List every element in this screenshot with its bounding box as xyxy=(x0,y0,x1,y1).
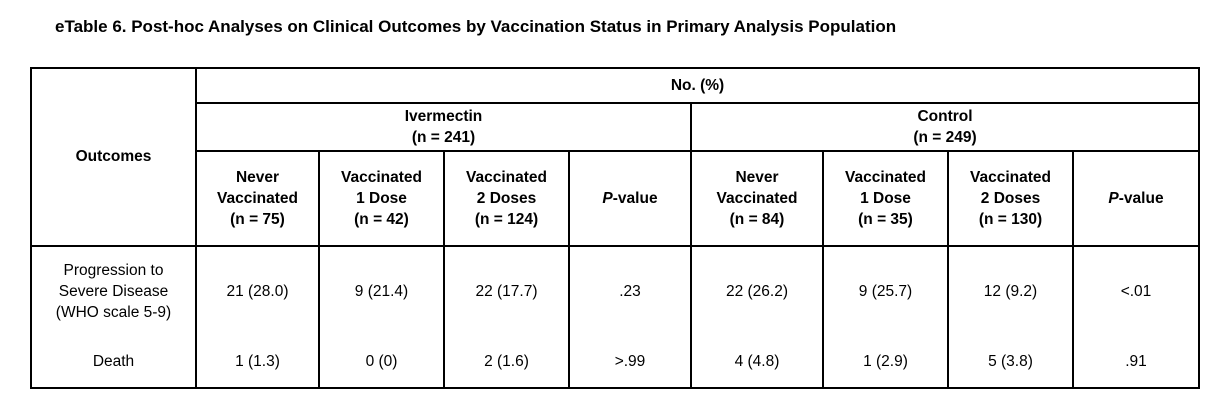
column-header-ctrl-vaccinated-2-doses: Vaccinated 2 Doses (n = 130) xyxy=(947,150,1074,247)
p-value-italic-p: P xyxy=(1108,189,1119,207)
p-value-italic-p: P xyxy=(602,189,613,207)
value-cell: 4 (4.8) xyxy=(690,336,824,389)
column-header-ctrl-p-value: P-value xyxy=(1071,150,1201,247)
column-header-outcomes: Outcomes xyxy=(30,67,197,247)
column-header-iv-never-vaccinated: Never Vaccinated (n = 75) xyxy=(195,150,320,247)
column-header-ctrl-vaccinated-1-dose: Vaccinated 1 Dose (n = 35) xyxy=(822,150,949,247)
group-header-control: Control (n = 249) xyxy=(689,102,1201,152)
value-cell: .91 xyxy=(1071,336,1201,389)
value-cell: >.99 xyxy=(568,336,692,389)
value-cell: 1 (2.9) xyxy=(822,336,949,389)
page-title: eTable 6. Post-hoc Analyses on Clinical … xyxy=(55,17,897,36)
value-cell: 22 (17.7) xyxy=(443,245,570,336)
value-cell: 1 (1.3) xyxy=(195,336,320,389)
value-cell: 2 (1.6) xyxy=(443,336,570,389)
header-no-pct: No. (%) xyxy=(194,67,1201,104)
value-cell: 5 (3.8) xyxy=(947,336,1074,389)
column-header-iv-vaccinated-1-dose: Vaccinated 1 Dose (n = 42) xyxy=(318,150,445,247)
column-header-iv-vaccinated-2-doses: Vaccinated 2 Doses (n = 124) xyxy=(443,150,570,247)
outcome-cell: Progression to Severe Disease (WHO scale… xyxy=(30,245,197,336)
value-cell: <.01 xyxy=(1071,245,1201,336)
value-cell: 22 (26.2) xyxy=(690,245,824,336)
value-cell: 12 (9.2) xyxy=(947,245,1074,336)
value-cell: 9 (25.7) xyxy=(822,245,949,336)
header-row-top: Outcomes No. (%) xyxy=(30,67,1201,247)
table-row: Progression to Severe Disease (WHO scale… xyxy=(30,245,1201,336)
table-row: Death 1 (1.3) 0 (0) 2 (1.6) >.99 4 (4.8)… xyxy=(30,336,1201,389)
outcome-cell: Death xyxy=(30,336,197,389)
group-header-ivermectin: Ivermectin (n = 241) xyxy=(195,102,692,152)
p-value-suffix: -value xyxy=(612,189,658,207)
column-header-iv-p-value: P-value xyxy=(568,150,692,247)
header-row-groups: Ivermectin (n = 241) Control (n = 249) xyxy=(31,102,1201,152)
value-cell: 0 (0) xyxy=(318,336,445,389)
header-row-subgroups: Never Vaccinated (n = 75) Vaccinated 1 D… xyxy=(31,150,1201,247)
value-cell: .23 xyxy=(568,245,692,336)
value-cell: 21 (28.0) xyxy=(195,245,320,336)
value-cell: 9 (21.4) xyxy=(318,245,445,336)
outcomes-table: Outcomes No. (%) Ivermectin (n = 241) Co… xyxy=(30,67,1201,389)
column-header-ctrl-never-vaccinated: Never Vaccinated (n = 84) xyxy=(690,150,824,247)
p-value-suffix: -value xyxy=(1118,189,1164,207)
